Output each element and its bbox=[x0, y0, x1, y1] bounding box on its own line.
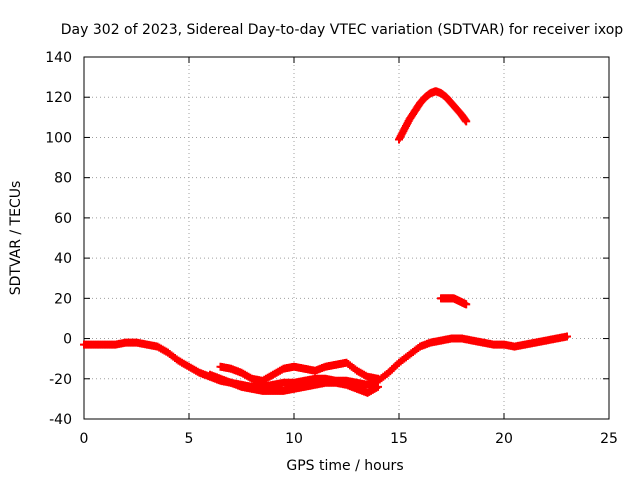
y-tick-label: 100 bbox=[45, 130, 72, 146]
y-tick-label: -20 bbox=[49, 372, 72, 388]
x-tick-label: 0 bbox=[80, 431, 89, 447]
series-short-segment-20 bbox=[437, 294, 471, 309]
x-tick-label: 15 bbox=[390, 431, 408, 447]
data-points bbox=[80, 87, 571, 397]
y-tick-label: 120 bbox=[45, 90, 72, 106]
y-tick-label: 80 bbox=[54, 171, 72, 187]
y-tick-label: -40 bbox=[49, 412, 72, 428]
x-ticks: 0 5 10 15 20 25 bbox=[80, 57, 618, 447]
series-lower-branch bbox=[206, 370, 382, 397]
y-tick-label: 20 bbox=[54, 291, 72, 307]
data-point bbox=[462, 117, 471, 126]
data-point bbox=[374, 382, 382, 391]
series-high-arc bbox=[395, 87, 471, 144]
x-tick-label: 25 bbox=[600, 431, 618, 447]
axes bbox=[83, 56, 610, 420]
x-tick-label: 10 bbox=[285, 431, 303, 447]
grid-lines bbox=[84, 57, 609, 419]
y-ticks: -40 -20 0 20 40 60 80 100 120 140 bbox=[45, 50, 609, 428]
y-tick-label: 40 bbox=[54, 251, 72, 267]
x-axis-label: GPS time / hours bbox=[286, 458, 403, 474]
series-upper-branch bbox=[216, 358, 382, 385]
data-point bbox=[374, 374, 382, 383]
y-tick-label: 0 bbox=[63, 332, 72, 348]
data-point bbox=[563, 332, 571, 341]
y-axis-label: SDTVAR / TECUs bbox=[8, 181, 24, 296]
plot-frame bbox=[83, 56, 610, 420]
x-tick-label: 20 bbox=[495, 431, 513, 447]
y-tick-label: 140 bbox=[45, 50, 72, 66]
x-tick-label: 5 bbox=[185, 431, 194, 447]
y-tick-label: 60 bbox=[54, 211, 72, 227]
chart-title: Day 302 of 2023, Sidereal Day-to-day VTE… bbox=[61, 22, 624, 38]
data-point bbox=[462, 300, 471, 309]
